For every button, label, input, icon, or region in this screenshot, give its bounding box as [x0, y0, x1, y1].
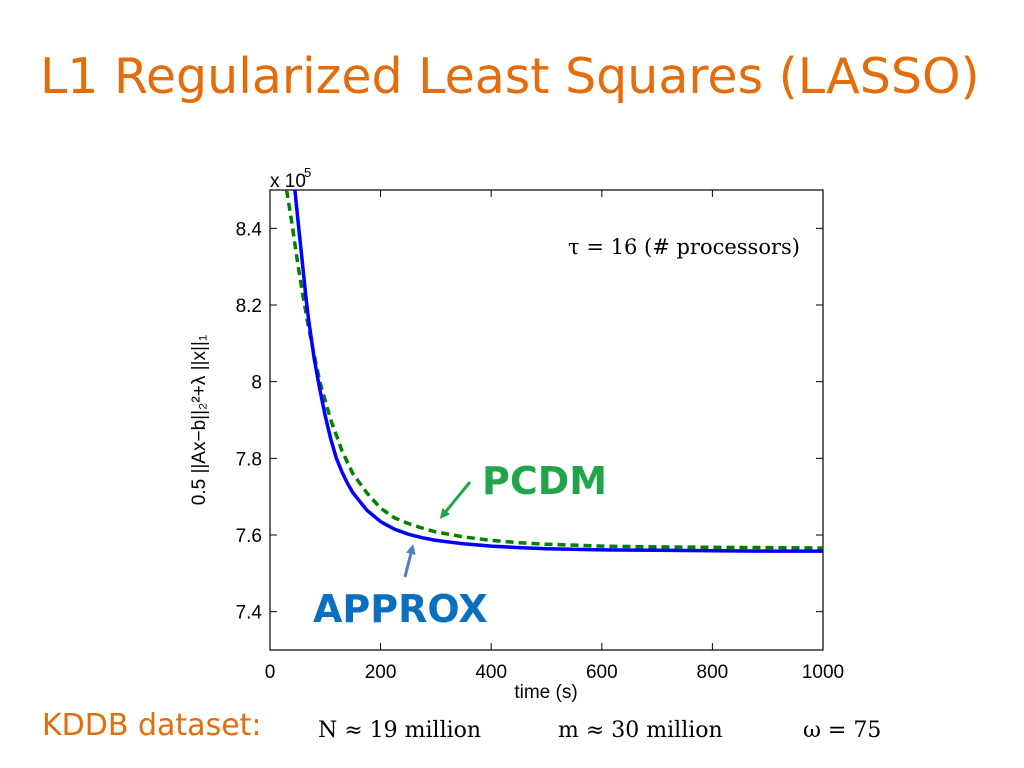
series-line-approx: [293, 190, 823, 553]
y-tick-label: 7.4: [236, 603, 263, 624]
x-axis-label: time (s): [514, 682, 577, 703]
approx-arrow: [403, 544, 416, 578]
x-tick-label: 200: [365, 662, 397, 683]
y-multiplier-exponent: 5: [304, 165, 311, 180]
dataset-omega: ω = 75: [803, 718, 882, 743]
pcdm-arrow: [439, 481, 472, 519]
plot-frame: [269, 189, 824, 651]
y-tick-label: 8.4: [236, 219, 263, 240]
series-line-pcdm: [284, 190, 823, 550]
processor-annotation: τ = 16 (# processors): [568, 235, 800, 259]
dataset-n: N ≈ 19 million: [318, 718, 482, 743]
x-tick-label: 800: [697, 662, 729, 683]
x-tick-label: 600: [586, 662, 618, 683]
y-tick-label: 8.2: [236, 296, 262, 317]
y-tick-label: 7.8: [236, 449, 262, 470]
axis-ticks: 0 200 400 600 800 1000 7.4 7.6 7.8 8 8.2 8.4: [236, 190, 844, 683]
y-tick-label: 8: [251, 373, 262, 394]
dataset-m: m ≈ 30 million: [558, 718, 723, 743]
slide-title: L1 Regularized Least Squares (LASSO): [40, 48, 980, 105]
y-tick-label: 7.6: [236, 526, 262, 547]
y-axis-label: 0.5 ||Ax−b||₂²+λ ||x||₁: [189, 335, 210, 506]
dataset-label: KDDB dataset:: [42, 708, 262, 743]
pcdm-callout: PCDM: [482, 459, 607, 503]
x-tick-label: 400: [475, 662, 507, 683]
x-tick-label: 0: [265, 662, 276, 683]
y-multiplier: x 10: [270, 171, 306, 192]
x-tick-label: 1000: [802, 662, 844, 683]
approx-callout: APPROX: [313, 587, 488, 631]
